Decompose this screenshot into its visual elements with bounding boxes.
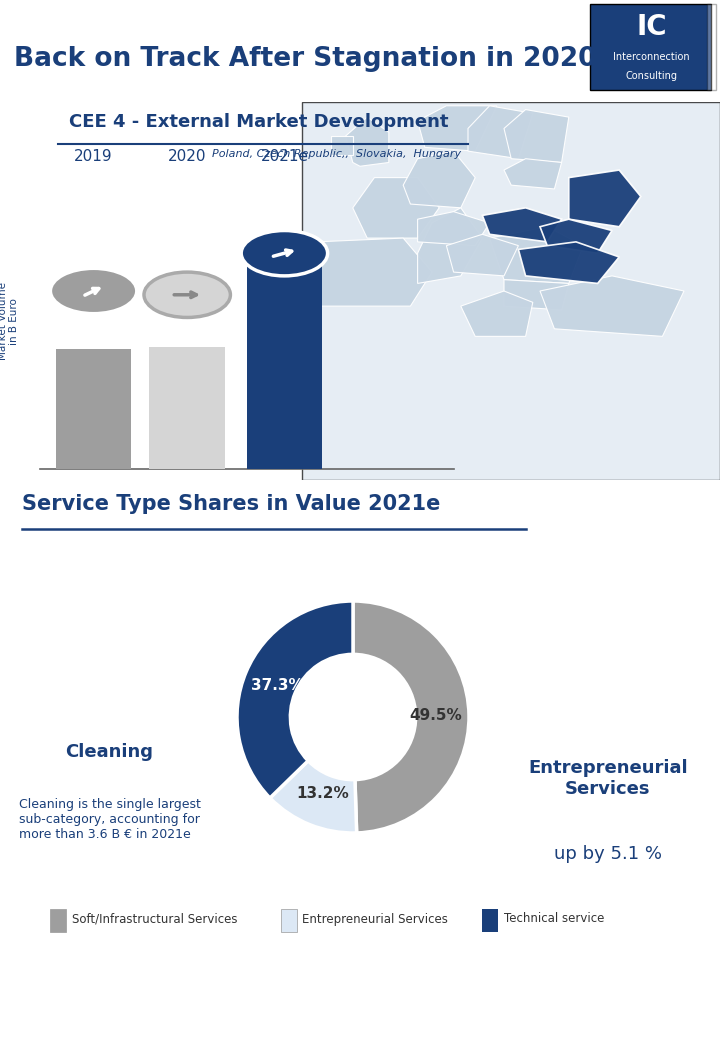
Text: +3.8%: +3.8% bbox=[262, 428, 307, 441]
Polygon shape bbox=[482, 208, 562, 242]
FancyBboxPatch shape bbox=[246, 254, 323, 469]
FancyBboxPatch shape bbox=[482, 909, 498, 932]
Polygon shape bbox=[446, 234, 518, 276]
Polygon shape bbox=[461, 291, 533, 336]
Text: up by 3.3 %: up by 3.3 % bbox=[55, 668, 163, 686]
Text: Market Volume
in B Euro: Market Volume in B Euro bbox=[0, 282, 19, 360]
Polygon shape bbox=[418, 211, 490, 245]
Text: Consulting: Consulting bbox=[626, 72, 678, 81]
Text: Soft/Infrastructural Services: Soft/Infrastructural Services bbox=[72, 912, 238, 926]
Text: Interconnection: Interconnection bbox=[613, 52, 690, 61]
Text: Cleaning is the single largest
sub-category, accounting for
more than 3.6 B € in: Cleaning is the single largest sub-categ… bbox=[19, 798, 200, 841]
FancyBboxPatch shape bbox=[56, 349, 132, 469]
Wedge shape bbox=[237, 601, 353, 798]
Wedge shape bbox=[353, 601, 469, 833]
Text: 13.2%: 13.2% bbox=[296, 786, 348, 801]
Text: 20.3: 20.3 bbox=[266, 234, 303, 250]
Polygon shape bbox=[317, 238, 432, 306]
Polygon shape bbox=[346, 118, 389, 166]
Text: 49.5%: 49.5% bbox=[409, 708, 462, 723]
Text: Poland, Czech Republic,,  Slovakia,  Hungary: Poland, Czech Republic,, Slovakia, Hunga… bbox=[212, 150, 461, 159]
FancyBboxPatch shape bbox=[302, 102, 720, 480]
Text: Technical service: Technical service bbox=[504, 912, 604, 926]
Text: Infrastructural
Services: Infrastructural Services bbox=[534, 597, 682, 635]
Text: Technical Services: Technical Services bbox=[17, 604, 202, 622]
FancyBboxPatch shape bbox=[50, 909, 66, 932]
Polygon shape bbox=[540, 276, 684, 336]
Text: 2019: 2019 bbox=[74, 150, 113, 164]
Polygon shape bbox=[504, 280, 569, 310]
Text: CEE 4 - External Market Development: CEE 4 - External Market Development bbox=[69, 113, 449, 131]
Polygon shape bbox=[418, 208, 482, 284]
Text: Service Type Shares in Value 2021e: Service Type Shares in Value 2021e bbox=[22, 494, 440, 514]
Polygon shape bbox=[331, 136, 353, 155]
Polygon shape bbox=[418, 106, 497, 151]
Text: +0.1%: +0.1% bbox=[165, 428, 210, 441]
Circle shape bbox=[241, 231, 328, 276]
Text: IC: IC bbox=[636, 14, 667, 42]
Polygon shape bbox=[353, 178, 439, 238]
Polygon shape bbox=[504, 109, 569, 162]
Circle shape bbox=[144, 272, 230, 317]
Text: 19.5: 19.5 bbox=[75, 444, 112, 460]
Text: +7.0%: +7.0% bbox=[71, 428, 116, 441]
Polygon shape bbox=[468, 106, 533, 159]
FancyBboxPatch shape bbox=[590, 4, 711, 90]
Text: up by 3.9 %: up by 3.9 % bbox=[554, 679, 662, 697]
Wedge shape bbox=[270, 760, 356, 833]
Text: 37.3%: 37.3% bbox=[251, 677, 304, 693]
Text: 2021e: 2021e bbox=[261, 150, 308, 164]
FancyBboxPatch shape bbox=[150, 346, 225, 469]
Polygon shape bbox=[569, 171, 641, 227]
Polygon shape bbox=[403, 151, 475, 208]
Polygon shape bbox=[518, 242, 619, 284]
FancyBboxPatch shape bbox=[707, 4, 716, 90]
Text: Entrepreneurial
Services: Entrepreneurial Services bbox=[528, 759, 688, 798]
Text: Source: IC Market-Tracking© Facility Services in CEE 2021: Source: IC Market-Tracking© Facility Ser… bbox=[179, 968, 541, 982]
Text: Cleaning: Cleaning bbox=[66, 743, 153, 761]
Circle shape bbox=[50, 268, 137, 314]
Text: Entrepreneurial Services: Entrepreneurial Services bbox=[302, 912, 449, 926]
Polygon shape bbox=[490, 227, 583, 284]
FancyBboxPatch shape bbox=[281, 909, 297, 932]
Polygon shape bbox=[504, 159, 562, 189]
Text: up by 5.1 %: up by 5.1 % bbox=[554, 846, 662, 863]
Polygon shape bbox=[540, 219, 612, 253]
Text: Interconnection Consulting – With Heart and Competence I  www.interconnectioncon: Interconnection Consulting – With Heart … bbox=[76, 1004, 644, 1016]
Text: Back on Track After Stagnation in 2020: Back on Track After Stagnation in 2020 bbox=[14, 46, 597, 72]
Text: 2020: 2020 bbox=[168, 150, 207, 164]
